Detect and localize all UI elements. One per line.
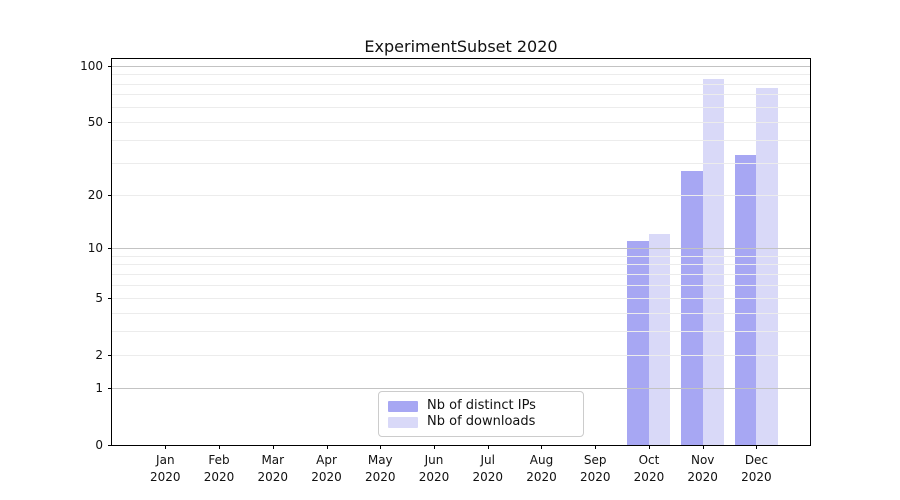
x-tick-label: Feb 2020 xyxy=(203,453,235,484)
y-tick-mark xyxy=(108,297,112,299)
x-tick-label: Oct 2020 xyxy=(633,453,665,484)
gridline xyxy=(112,162,810,164)
x-tick-label: Jul 2020 xyxy=(472,453,503,484)
bar-distinct-ips xyxy=(734,155,757,445)
gridline xyxy=(112,83,810,85)
y-tick-mark xyxy=(108,445,112,446)
gridline xyxy=(112,139,810,141)
x-tick-mark xyxy=(756,445,758,449)
bar-distinct-ips xyxy=(627,240,649,445)
y-tick-mark xyxy=(108,121,112,123)
x-tick-label: Mar 2020 xyxy=(257,453,289,484)
gridline xyxy=(112,106,810,108)
grid-layer xyxy=(112,59,810,445)
gridline xyxy=(112,255,810,257)
y-tick-mark xyxy=(108,388,112,389)
x-tick-mark xyxy=(702,445,704,449)
x-tick-mark xyxy=(272,445,274,449)
bar-downloads xyxy=(756,87,778,445)
gridline xyxy=(112,331,810,332)
x-tick-label: May 2020 xyxy=(364,453,396,484)
y-tick-label: 2 xyxy=(95,347,103,362)
x-tick-label: Jan 2020 xyxy=(150,453,181,484)
x-tick-label: Dec 2020 xyxy=(741,453,772,484)
legend-item-downloads: Nb of downloads xyxy=(388,414,574,430)
x-tick-mark xyxy=(434,445,435,449)
gridline xyxy=(112,194,810,196)
legend-swatch-downloads xyxy=(388,416,418,428)
legend-label-distinct-ips: Nb of distinct IPs xyxy=(427,398,536,413)
gridline xyxy=(112,354,810,356)
bar-distinct-ips xyxy=(681,171,703,445)
gridline xyxy=(112,94,810,96)
chart-title: ExperimentSubset 2020 xyxy=(364,37,558,56)
legend: Nb of distinct IPs Nb of downloads xyxy=(378,391,584,437)
gridline xyxy=(112,312,810,314)
x-tick-label: Apr 2020 xyxy=(311,453,342,484)
y-tick-label: 20 xyxy=(87,187,103,202)
x-tick-label: Jun 2020 xyxy=(418,453,450,484)
bar-downloads xyxy=(648,234,671,445)
y-tick-label: 50 xyxy=(87,114,103,129)
legend-swatch-distinct-ips xyxy=(388,400,418,412)
y-tick-label: 5 xyxy=(95,290,103,305)
x-tick-label: Aug 2020 xyxy=(526,453,557,484)
y-tick-mark xyxy=(108,65,112,67)
x-tick-mark xyxy=(380,445,382,449)
gridline xyxy=(112,65,810,67)
gridline xyxy=(112,121,810,123)
x-tick-mark xyxy=(648,445,650,449)
x-tick-mark xyxy=(219,445,221,449)
x-tick-mark xyxy=(595,445,597,449)
y-tick-label: 100 xyxy=(80,58,103,73)
gridline xyxy=(112,274,810,275)
gridline xyxy=(112,247,810,249)
gridline xyxy=(112,297,810,299)
legend-item-distinct-ips: Nb of distinct IPs xyxy=(388,398,574,414)
x-tick-mark xyxy=(326,445,328,449)
bars-layer xyxy=(112,59,810,445)
plot-area xyxy=(111,58,811,446)
x-axis: Jan 2020 Feb 2020 Mar 2020 Apr 2020 May 2020 Jun 20… xyxy=(112,445,810,500)
legend-label-downloads: Nb of downloads xyxy=(427,414,536,429)
x-tick-label: Nov 2020 xyxy=(687,453,718,484)
gridline xyxy=(112,388,810,389)
y-tick-label: 1 xyxy=(95,381,103,395)
gridline xyxy=(112,74,810,76)
x-tick-label: Sep 2020 xyxy=(579,453,611,484)
y-tick-label: 0 xyxy=(95,438,103,452)
x-tick-mark xyxy=(487,445,489,449)
gridline xyxy=(112,264,810,266)
x-tick-mark xyxy=(541,445,543,449)
y-tick-mark xyxy=(108,194,112,196)
y-tick-label: 10 xyxy=(87,240,103,255)
y-tick-mark xyxy=(108,354,112,356)
gridline xyxy=(112,284,810,286)
y-tick-mark xyxy=(108,247,112,249)
bar-downloads xyxy=(702,78,725,445)
x-tick-mark xyxy=(165,445,167,449)
